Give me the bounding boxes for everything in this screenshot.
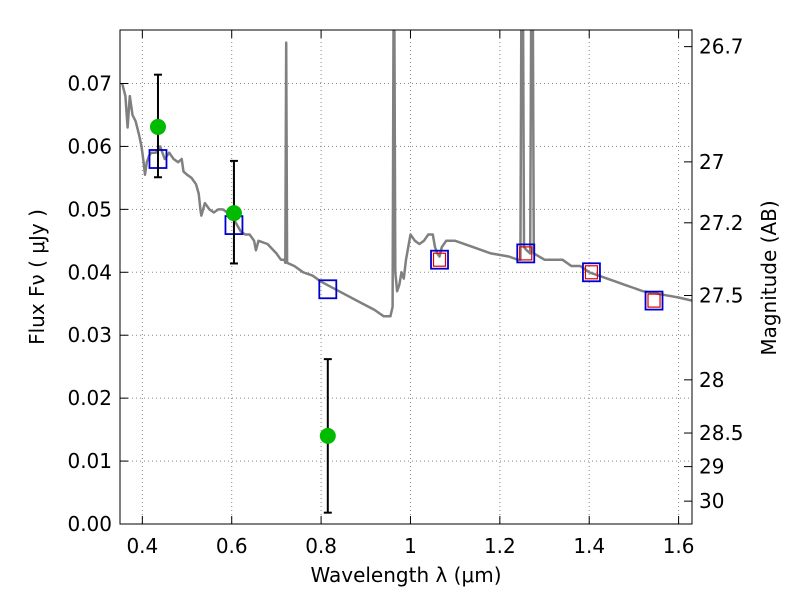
model-spectrum-line: [120, 30, 692, 318]
y-tick-label: 0.01: [67, 449, 112, 473]
error-bars: [153, 73, 332, 514]
y-tick-label: 0.04: [67, 260, 112, 284]
y-tick-label: 0.06: [67, 134, 112, 158]
model-photometry: [148, 149, 664, 311]
observed-point: [319, 427, 336, 444]
model-box: [430, 249, 449, 270]
y-axis-ticks: 0.00 0.01 0.02 0.03 0.04 0.05 0.06 0.07: [67, 71, 128, 536]
right-axis-ticks: 26.7 27 27.2 27.5 28 28.5 29 30: [684, 35, 744, 513]
model-spectrum: [120, 30, 692, 318]
model-box-inner: [584, 265, 599, 280]
right-tick-label: 27.2: [699, 211, 744, 235]
right-tick-label: 28: [699, 368, 724, 392]
observed-point: [149, 118, 166, 135]
x-axis-ticks: 0.4 0.6 0.8 1 1.2 1.4 1.6: [126, 30, 695, 558]
y-tick-label: 0.07: [67, 71, 112, 95]
model-box-inner: [519, 246, 533, 261]
right-tick-label: 30: [699, 489, 724, 513]
x-tick-label: 1.4: [573, 534, 605, 558]
model-box: [516, 243, 536, 264]
observed-point: [225, 205, 242, 222]
y-tick-label: 0.05: [67, 197, 112, 221]
y-axis-title: Flux Fν ( μJy ): [25, 209, 49, 345]
y-tick-label: 0.02: [67, 386, 112, 410]
right-tick-label: 27.5: [699, 284, 744, 308]
x-tick-label: 0.8: [305, 534, 337, 558]
x-tick-label: 1.6: [663, 534, 695, 558]
y-tick-label: 0.03: [67, 323, 112, 347]
model-box-inner: [647, 293, 661, 308]
right-tick-label: 26.7: [699, 35, 744, 59]
x-axis-title: Wavelength λ (μm): [310, 563, 501, 587]
x-tick-label: 1: [404, 534, 417, 558]
right-tick-label: 27: [699, 150, 724, 174]
right-tick-label: 29: [699, 455, 724, 479]
model-box: [318, 279, 338, 300]
x-tick-label: 1.2: [484, 534, 516, 558]
plot-frame: [119, 29, 693, 525]
right-axis-title: Magnitude (AB): [757, 200, 781, 355]
x-tick-label: 0.6: [216, 534, 248, 558]
observed-photometry: [149, 118, 336, 444]
model-box: [644, 290, 664, 311]
right-tick-label: 28.5: [699, 421, 744, 445]
model-box-inner: [432, 252, 447, 267]
model-box: [582, 262, 601, 283]
x-tick-label: 0.4: [126, 534, 158, 558]
y-tick-label: 0.00: [67, 512, 112, 536]
